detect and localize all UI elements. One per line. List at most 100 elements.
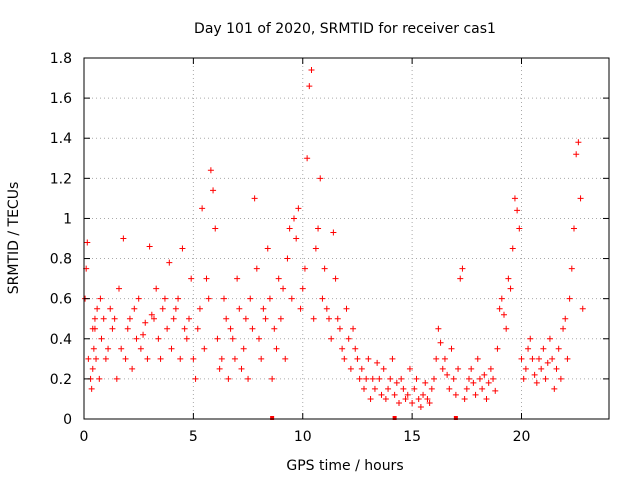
data-point <box>439 365 446 372</box>
data-point <box>118 345 125 352</box>
y-tick-label: 0.6 <box>50 292 72 308</box>
data-point <box>146 243 153 250</box>
chart-title: Day 101 of 2020, SRMTID for receiver cas… <box>194 21 496 37</box>
data-point <box>531 371 538 378</box>
data-point <box>288 295 295 302</box>
data-point <box>93 355 100 362</box>
data-point <box>518 355 525 362</box>
data-point <box>426 399 433 406</box>
data-point <box>94 305 101 312</box>
data-point <box>113 375 120 382</box>
data-point <box>315 225 322 232</box>
y-tick-label: 1.8 <box>50 51 72 67</box>
data-point <box>199 205 206 212</box>
data-point <box>192 375 199 382</box>
data-point <box>129 365 136 372</box>
data-point <box>164 325 171 332</box>
data-point <box>157 355 164 362</box>
y-tick-label: 1.2 <box>50 171 72 187</box>
data-point <box>538 365 545 372</box>
data-point <box>91 315 98 322</box>
data-point <box>168 345 175 352</box>
data-point <box>260 305 267 312</box>
data-point <box>505 275 512 282</box>
data-points <box>82 67 586 410</box>
data-point <box>579 305 586 312</box>
data-point <box>210 187 217 194</box>
data-point <box>214 335 221 342</box>
data-point <box>350 325 357 332</box>
data-point <box>522 365 529 372</box>
data-point <box>170 315 177 322</box>
data-point <box>181 325 188 332</box>
data-point <box>529 355 536 362</box>
data-point <box>358 365 365 372</box>
data-point <box>560 325 567 332</box>
data-point <box>417 403 424 410</box>
data-point <box>177 355 184 362</box>
data-point <box>361 385 367 392</box>
data-point <box>85 355 92 362</box>
x-tick-label: 10 <box>294 429 312 445</box>
data-point <box>564 355 571 362</box>
data-point <box>262 315 269 322</box>
data-point <box>452 391 459 398</box>
data-point <box>496 305 503 312</box>
data-point <box>295 205 302 212</box>
data-point <box>485 379 492 386</box>
data-point <box>240 345 247 352</box>
data-point <box>201 345 208 352</box>
data-point <box>105 345 112 352</box>
data-point <box>509 245 516 252</box>
data-point <box>339 345 346 352</box>
data-point <box>84 239 91 246</box>
data-point <box>221 295 227 302</box>
data-point <box>291 215 297 222</box>
data-point <box>470 379 477 386</box>
data-point <box>424 395 431 402</box>
x-axis-label: GPS time / hours <box>286 458 403 474</box>
data-point <box>116 285 122 292</box>
data-point <box>525 345 532 352</box>
data-point <box>422 379 429 386</box>
data-point <box>234 275 241 282</box>
data-point <box>448 345 455 352</box>
data-point <box>218 355 225 362</box>
data-point <box>277 315 284 322</box>
data-point <box>207 167 214 174</box>
data-point <box>404 391 411 398</box>
data-point <box>326 315 332 322</box>
data-point <box>140 331 147 338</box>
data-point <box>571 225 577 232</box>
data-point <box>398 375 405 382</box>
data-point <box>459 265 466 272</box>
data-point <box>90 345 97 352</box>
data-point <box>186 315 192 322</box>
data-point <box>527 335 534 342</box>
data-point <box>223 315 230 322</box>
data-markers <box>270 416 458 420</box>
data-point <box>312 245 319 252</box>
data-point <box>266 295 273 302</box>
data-point <box>479 385 486 392</box>
data-point <box>131 305 138 312</box>
data-point <box>166 259 173 266</box>
data-point <box>536 355 542 362</box>
data-point <box>520 375 527 382</box>
y-tick-label: 1.4 <box>50 131 72 147</box>
data-point <box>306 83 313 90</box>
data-point <box>308 67 315 74</box>
data-point <box>420 391 427 398</box>
data-point <box>155 335 162 342</box>
y-tick-label: 0 <box>63 412 72 428</box>
data-point <box>275 275 282 282</box>
data-point <box>304 155 311 162</box>
data-point <box>437 339 444 346</box>
data-point <box>393 379 400 386</box>
data-point <box>533 379 540 386</box>
data-point <box>301 265 308 272</box>
data-point <box>175 295 182 302</box>
y-axis-label: SRMTID / TECUs <box>6 182 22 295</box>
data-point <box>444 371 451 378</box>
